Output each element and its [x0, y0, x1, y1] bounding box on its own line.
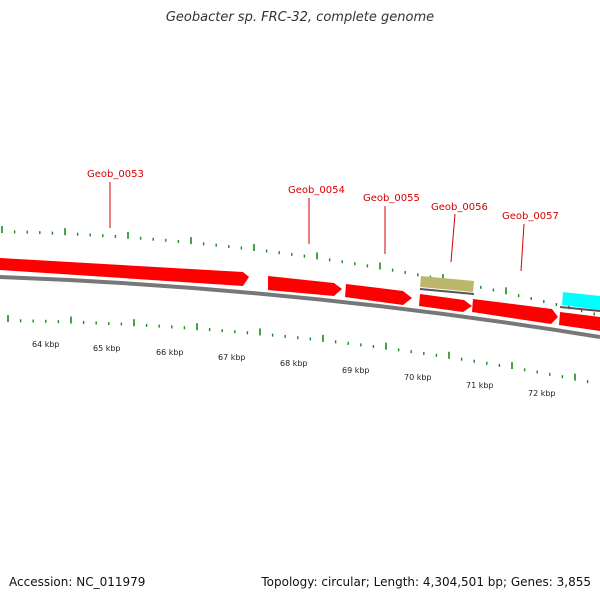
gene-arrow-left[interactable] [0, 258, 249, 286]
gene-arrow-geob-0056-strand[interactable] [419, 294, 472, 312]
feature-baseline-geob-0056 [419, 288, 475, 295]
gene-label[interactable]: Geob_0054 [288, 185, 345, 196]
gene-arrow-geob-0054[interactable] [268, 276, 342, 296]
gene-label[interactable]: Geob_0055 [363, 193, 420, 204]
kbp-labels: 64 kbp 65 kbp 66 kbp 67 kbp 68 kbp 69 kb… [32, 340, 556, 398]
kbp-label: 65 kbp [93, 344, 121, 353]
rna-feature-baseline [559, 306, 600, 312]
gene-label[interactable]: Geob_0053 [87, 169, 144, 180]
accession-text: Accession: NC_011979 [9, 575, 146, 589]
gene-arrow-right[interactable] [559, 312, 600, 331]
genome-summary-text: Topology: circular; Length: 4,304,501 bp… [261, 575, 591, 589]
genome-backbone [0, 275, 600, 339]
gene-label-leader [520, 223, 525, 272]
gene-label-leader [450, 213, 456, 263]
kbp-label: 71 kbp [466, 381, 494, 390]
feature-box-geob-0056[interactable] [420, 276, 474, 292]
kbp-label: 67 kbp [218, 353, 246, 362]
gene-label[interactable]: Geob_0056 [431, 202, 488, 213]
kbp-label: 66 kbp [156, 348, 184, 357]
gene-arrow-geob-0055[interactable] [345, 284, 412, 305]
kbp-label: 72 kbp [528, 389, 556, 398]
kbp-label: 68 kbp [280, 359, 308, 368]
gene-label[interactable]: Geob_0057 [502, 211, 559, 222]
kbp-label: 70 kbp [404, 373, 432, 382]
map-title: Geobacter sp. FRC-32, complete genome [165, 10, 435, 25]
kbp-label: 69 kbp [342, 366, 370, 375]
inner-tick-row [7, 315, 589, 384]
kbp-label: 64 kbp [32, 340, 60, 349]
gene-labels: Geob_0053 Geob_0054 Geob_0055 Geob_0056 … [87, 169, 559, 272]
rna-feature-right[interactable] [562, 292, 600, 310]
gene-arrow-geob-0057[interactable] [472, 299, 558, 324]
